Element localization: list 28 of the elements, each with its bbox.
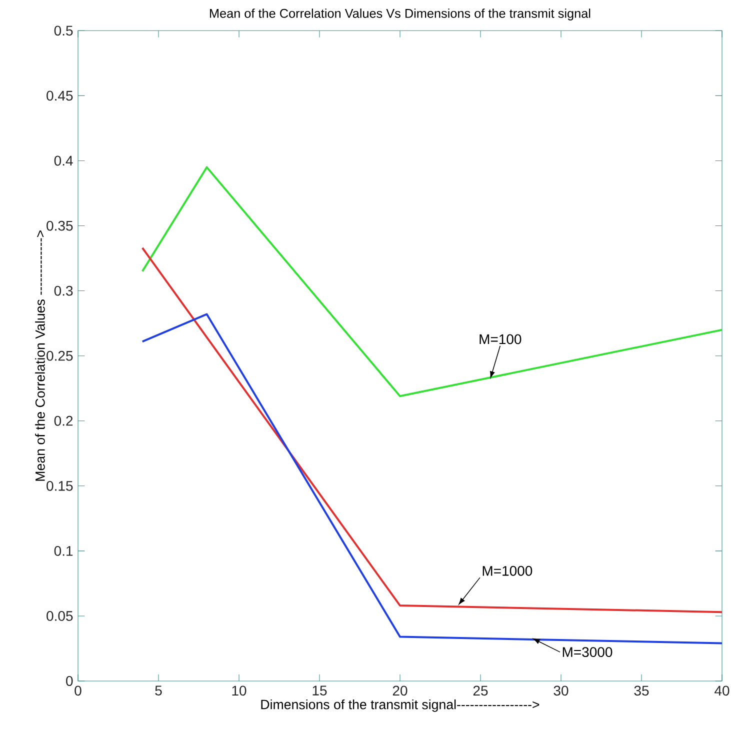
x-tick-label: 40 [714,686,730,696]
x-tick-label: 35 [634,686,649,696]
x-tick-label: 30 [554,686,568,696]
y-tick-label: 0.05 [46,611,73,621]
y-tick-label: 0.15 [46,480,73,491]
x-tick-label: 25 [473,686,488,696]
x-tick-label: 15 [312,686,327,696]
y-axis-title: Mean of the Correlation Values -------------> [35,230,45,481]
y-tick-label: 0.5 [54,26,73,36]
x-tick-label: 0 [74,686,82,696]
y-tick-label: 0.35 [46,220,73,231]
y-tick-label: 0.2 [54,416,73,426]
annotation: M=1000 [482,566,532,576]
y-tick-label: 0.1 [54,546,73,556]
y-tick-label: 0.25 [46,350,73,361]
y-tick-label: 0 [66,676,73,686]
annotation: M=3000 [562,647,612,658]
line-series [141,313,722,644]
y-tick-label: 0.4 [54,156,73,166]
chart-title: Mean of the Correlation Values Vs Dimensions of the transmit signal [210,8,590,20]
annotation: M=100 [480,334,522,344]
x-tick-label: 20 [392,686,408,696]
x-tick-label: 10 [232,686,246,696]
x-tick-label: 5 [155,686,162,696]
x-axis-title: Dimensions of the transmit signal-----------------> [261,699,540,712]
y-tick-label: 0.3 [54,286,73,296]
line-series [141,166,722,398]
y-tick-label: 0.45 [46,90,73,101]
